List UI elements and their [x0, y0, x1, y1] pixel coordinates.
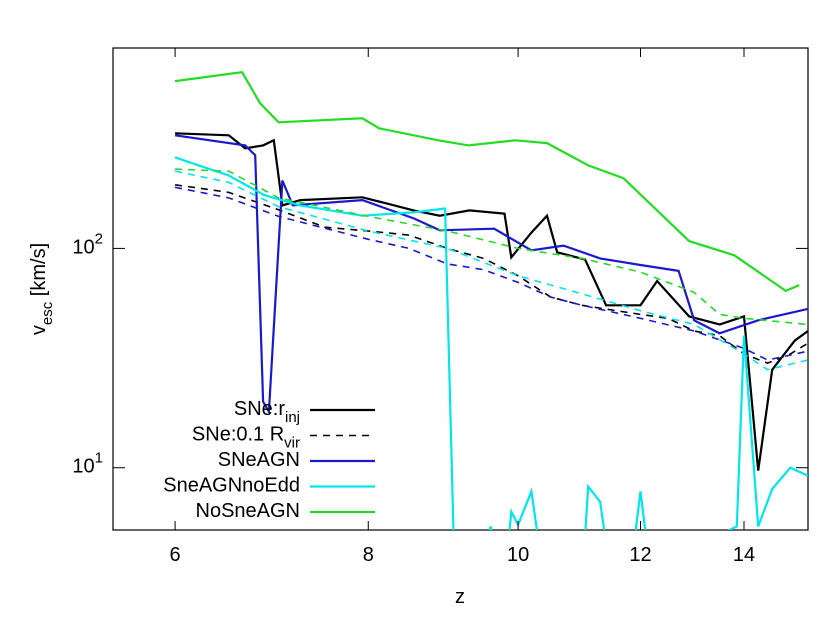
plot-frame: [112, 47, 809, 531]
x-tick-label: 14: [733, 544, 755, 566]
series-line: [174, 156, 808, 530]
legend-label: NoSneAGN: [196, 500, 301, 522]
y-tick-label: 101: [72, 450, 103, 478]
series-line: [175, 168, 808, 326]
x-tick-label: 6: [170, 544, 181, 566]
legend-label: SneAGNnoEdd: [163, 475, 300, 497]
legend-label: SNeAGN: [218, 449, 300, 471]
legend-label: SNe:0.1 Rvir: [192, 424, 300, 452]
y-axis-label: vesc [km/s]: [28, 243, 56, 335]
x-tick-label: 8: [363, 544, 374, 566]
legend-label: SNe:rinj: [234, 398, 300, 426]
series-line: [174, 134, 808, 416]
series-line: [175, 132, 808, 471]
series-line: [174, 71, 800, 293]
x-tick-label: 12: [629, 544, 651, 566]
series-line: [174, 186, 808, 361]
x-axis-label: z: [455, 586, 465, 608]
plot-lines: [174, 71, 808, 530]
series-line: [174, 170, 808, 371]
y-tick-label: 102: [72, 231, 103, 259]
x-tick-label: 10: [507, 544, 529, 566]
